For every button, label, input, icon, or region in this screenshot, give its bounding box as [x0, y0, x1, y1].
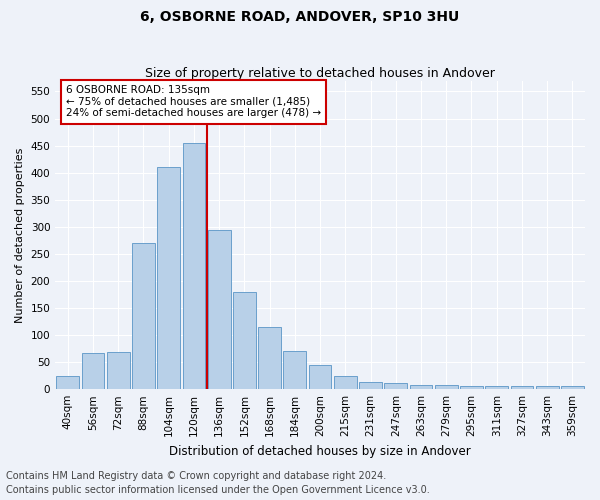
Bar — [107, 352, 130, 389]
Bar — [334, 376, 356, 389]
Text: 6, OSBORNE ROAD, ANDOVER, SP10 3HU: 6, OSBORNE ROAD, ANDOVER, SP10 3HU — [140, 10, 460, 24]
Bar — [233, 292, 256, 389]
Bar — [385, 382, 407, 389]
Bar — [283, 352, 306, 389]
X-axis label: Distribution of detached houses by size in Andover: Distribution of detached houses by size … — [169, 444, 471, 458]
Text: 6 OSBORNE ROAD: 135sqm
← 75% of detached houses are smaller (1,485)
24% of semi-: 6 OSBORNE ROAD: 135sqm ← 75% of detached… — [66, 86, 321, 118]
Bar — [258, 327, 281, 389]
Bar — [82, 353, 104, 389]
Bar — [132, 243, 155, 389]
Bar — [182, 143, 205, 389]
Bar — [435, 386, 458, 389]
Bar — [561, 386, 584, 389]
Bar — [485, 386, 508, 389]
Bar — [157, 168, 180, 389]
Title: Size of property relative to detached houses in Andover: Size of property relative to detached ho… — [145, 66, 495, 80]
Bar — [208, 230, 230, 389]
Bar — [359, 382, 382, 389]
Bar — [460, 386, 483, 389]
Text: Contains HM Land Registry data © Crown copyright and database right 2024.
Contai: Contains HM Land Registry data © Crown c… — [6, 471, 430, 495]
Bar — [309, 365, 331, 389]
Bar — [511, 386, 533, 389]
Bar — [410, 386, 433, 389]
Bar — [536, 386, 559, 389]
Y-axis label: Number of detached properties: Number of detached properties — [15, 147, 25, 322]
Bar — [56, 376, 79, 389]
